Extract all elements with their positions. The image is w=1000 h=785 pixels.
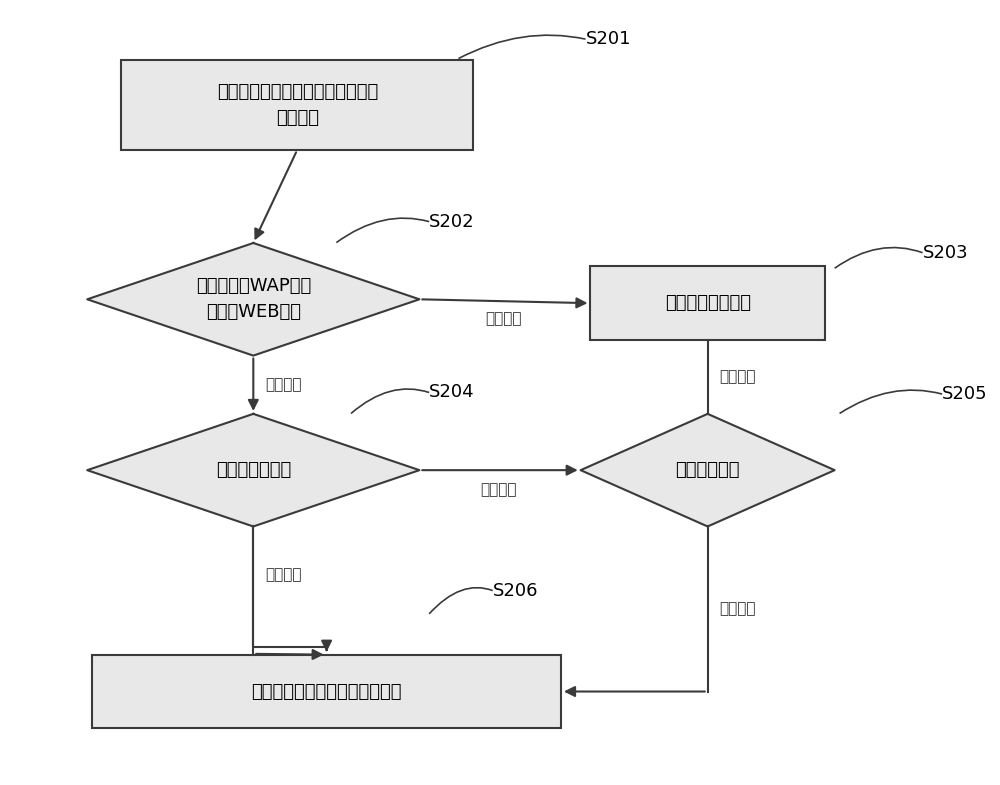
Text: S205: S205: [942, 385, 988, 403]
Text: 服务端破解处理: 服务端破解处理: [216, 461, 291, 479]
Text: 破解失败: 破解失败: [719, 370, 756, 385]
Text: 破解成功: 破解成功: [719, 601, 756, 616]
FancyBboxPatch shape: [92, 655, 561, 728]
Text: 进入视频页面播放: 进入视频页面播放: [665, 294, 751, 312]
Polygon shape: [87, 414, 419, 527]
Text: 调起视频播放插件播放视频文件: 调起视频播放插件播放视频文件: [251, 682, 402, 700]
FancyBboxPatch shape: [121, 60, 473, 150]
FancyBboxPatch shape: [590, 266, 825, 340]
Text: 转换失败: 转换失败: [485, 311, 522, 327]
Text: 破解成功: 破解成功: [265, 568, 302, 582]
Text: 本地破解处理: 本地破解处理: [675, 461, 740, 479]
Text: S202: S202: [429, 213, 475, 231]
Text: 破解失败: 破解失败: [480, 482, 517, 497]
Text: S204: S204: [429, 384, 475, 401]
Text: S206: S206: [493, 582, 538, 600]
Text: 视频页面的WAP网址
转换为WEB网址: 视频页面的WAP网址 转换为WEB网址: [196, 277, 311, 322]
Text: 转换成功: 转换成功: [265, 378, 302, 392]
Polygon shape: [87, 243, 419, 356]
Polygon shape: [581, 414, 835, 527]
Text: S203: S203: [923, 243, 968, 261]
Text: 接收并显示指示欲播放视频文件的
视频页面: 接收并显示指示欲播放视频文件的 视频页面: [217, 83, 378, 127]
Text: S201: S201: [586, 30, 631, 48]
